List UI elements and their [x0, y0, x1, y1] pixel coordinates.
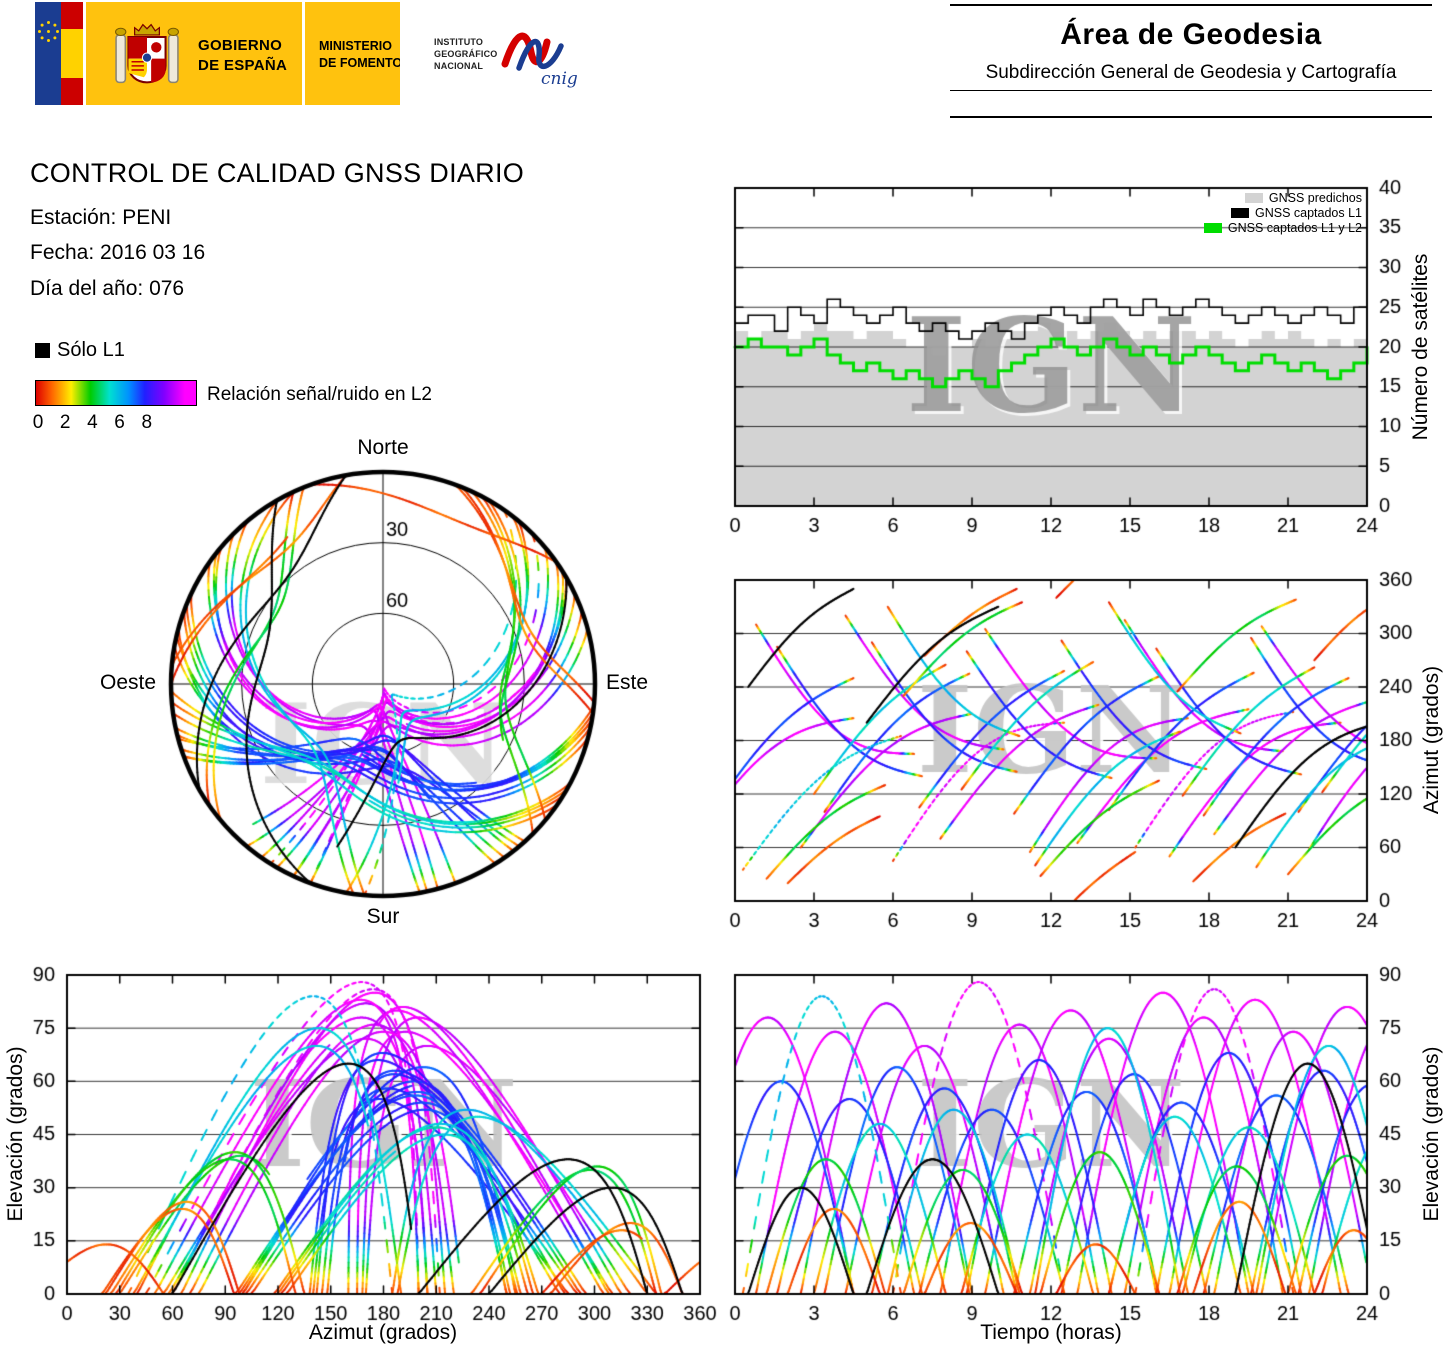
- skyplot-east-label: Este: [605, 671, 649, 694]
- cnig-logo-icon: cnig: [501, 32, 578, 89]
- skyplot-west-label: Oeste: [99, 671, 157, 694]
- satellite-count-legend: GNSS predichos GNSS captados L1 GNSS cap…: [1203, 191, 1362, 235]
- date-label: Fecha: 2016 03 16: [30, 241, 206, 264]
- xlabel-azimuth: Azimut (grados): [308, 1321, 458, 1344]
- legend-swatch-captados-l1l2-icon: [1203, 223, 1222, 233]
- area-title: Área de Geodesia: [1060, 18, 1322, 51]
- legend-swatch-predichos-icon: [1244, 193, 1263, 203]
- area-subtitle: Subdirección General de Geodesia y Carto…: [985, 62, 1397, 83]
- l1-black-swatch-icon: [35, 343, 50, 358]
- government-logo-block: GOBIERNO DE ESPAÑA MINISTERIO DE FOMENTO…: [35, 2, 583, 105]
- eu-flag-icon: [35, 2, 61, 105]
- solo-l1-label: Sólo L1: [57, 339, 125, 361]
- ministerio-label-line2: DE FOMENTO: [319, 55, 403, 70]
- ign-label-line2: GEOGRÁFICO: [434, 49, 498, 60]
- colorbar: [35, 380, 197, 406]
- skyplot-south-label: Sur: [366, 905, 400, 928]
- gobierno-label-line2: DE ESPAÑA: [198, 56, 288, 74]
- ylabel-azimuth: Azimut (grados): [1420, 665, 1443, 815]
- ign-label-line1: INSTITUTO: [434, 37, 484, 47]
- legend-swatch-captados-l1-icon: [1230, 208, 1249, 218]
- legend-item-captados-l1l2: GNSS captados L1 y L2: [1203, 221, 1362, 235]
- ign-label-line3: NACIONAL: [434, 61, 484, 72]
- area-title-box: Área de Geodesia Subdirección General de…: [950, 4, 1432, 118]
- coat-of-arms-icon: [115, 23, 179, 84]
- doy-label: Día del año: 076: [30, 277, 185, 300]
- gobierno-logo: GOBIERNO DE ESPAÑA: [86, 2, 302, 105]
- colorbar-tick: 0: [32, 412, 44, 433]
- colorbar-label: Relación señal/ruido en L2: [207, 384, 432, 405]
- spain-flag-icon: [61, 2, 83, 105]
- colorbar-tick: 2: [59, 412, 71, 433]
- xlabel-time: Tiempo (horas): [980, 1321, 1122, 1344]
- colorbar-tick: 4: [87, 412, 98, 433]
- legend-item-captados-l1: GNSS captados L1: [1230, 206, 1362, 220]
- legend-label-captados-l1: GNSS captados L1: [1254, 206, 1362, 220]
- skyplot-north-label: Norte: [357, 436, 409, 459]
- station-label: Estación: PENI: [30, 206, 172, 229]
- ylabel-elevation-right: Elevación (grados): [1420, 1046, 1443, 1222]
- legend-item-predichos: GNSS predichos: [1244, 191, 1362, 205]
- colorbar-tick: 6: [114, 412, 125, 433]
- cnig-label: cnig: [541, 69, 578, 89]
- colorbar-tick: 8: [141, 412, 153, 433]
- ministerio-label-line1: MINISTERIO: [319, 39, 392, 53]
- legend-label-predichos: GNSS predichos: [1268, 191, 1362, 205]
- solo-l1-legend: Sólo L1: [35, 339, 125, 362]
- ign-logo-block: INSTITUTO GEOGRÁFICO NACIONAL cnig: [400, 2, 583, 105]
- page-title: CONTROL DE CALIDAD GNSS DIARIO: [30, 158, 525, 188]
- gobierno-label-line1: GOBIERNO: [198, 37, 283, 54]
- legend-label-captados-l1l2: GNSS captados L1 y L2: [1227, 221, 1362, 235]
- ylabel-elevation-left: Elevación (grados): [4, 1046, 27, 1222]
- ylabel-satellite-count: Número de satélites: [1409, 253, 1432, 441]
